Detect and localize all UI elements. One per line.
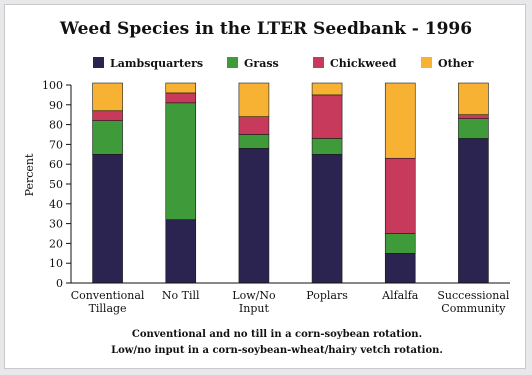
bar-segment-4-1 xyxy=(384,233,416,254)
y-tick-label: 50 xyxy=(49,178,63,191)
bars xyxy=(92,82,489,284)
bar-segment-4-3 xyxy=(384,82,416,159)
bar-segment-1-1 xyxy=(165,102,197,220)
bar-segment-2-0 xyxy=(238,148,270,284)
x-tick-label: Tillage xyxy=(89,302,127,315)
x-tick-label: Low/No xyxy=(232,289,276,302)
x-tick-label: Alfalfa xyxy=(381,289,419,302)
x-tick-label: Conventional xyxy=(71,289,145,302)
bar-segment-3-2 xyxy=(311,94,343,139)
chart-card: Weed Species in the LTER Seedbank - 1996… xyxy=(4,4,526,369)
bar-segment-0-1 xyxy=(92,120,123,155)
y-axis: 0 10 20 30 40 50 60 70 80 90 100 xyxy=(42,79,72,290)
bar-segment-4-0 xyxy=(384,253,416,284)
legend-label-0: Lambsquarters xyxy=(110,57,203,70)
bar-segment-0-0 xyxy=(92,154,123,284)
legend-label-1: Grass xyxy=(244,57,279,70)
x-tick-label: Input xyxy=(239,302,270,315)
bar-segment-5-2 xyxy=(458,114,489,119)
y-tick-label: 10 xyxy=(49,257,63,270)
legend: Lambsquarters Grass Chickweed Other xyxy=(93,57,474,70)
bar-segment-3-0 xyxy=(311,154,343,284)
bar-segment-2-1 xyxy=(238,134,270,149)
y-tick-label: 70 xyxy=(49,138,63,151)
legend-swatch-2 xyxy=(313,57,324,68)
bar-segment-1-0 xyxy=(165,219,197,284)
bar-segment-0-2 xyxy=(92,110,123,121)
y-tick-label: 100 xyxy=(42,79,63,92)
x-tick-label: Successional xyxy=(437,289,510,302)
bar-segment-0-3 xyxy=(92,82,123,112)
y-tick-label: 80 xyxy=(49,119,63,132)
bar-segment-4-2 xyxy=(384,157,416,234)
bar-segment-3-3 xyxy=(311,82,343,96)
bar-segment-2-2 xyxy=(238,116,270,135)
y-tick-label: 90 xyxy=(49,99,63,112)
y-tick-label: 30 xyxy=(49,218,63,231)
stacked-bar-chart: Weed Species in the LTER Seedbank - 1996… xyxy=(23,19,510,356)
y-tick-label: 20 xyxy=(49,237,63,250)
bar-segment-2-3 xyxy=(238,82,270,117)
bar-segment-1-2 xyxy=(165,92,197,104)
y-tick-label: 40 xyxy=(49,198,63,211)
legend-swatch-3 xyxy=(421,57,432,68)
legend-label-2: Chickweed xyxy=(330,57,397,70)
y-tick-label: 60 xyxy=(49,158,63,171)
x-tick-label: Poplars xyxy=(306,289,348,302)
bar-segment-5-3 xyxy=(458,82,489,115)
y-axis-label: Percent xyxy=(23,153,36,196)
bar-segment-5-1 xyxy=(458,118,489,139)
bar-segment-1-3 xyxy=(165,82,197,94)
legend-label-3: Other xyxy=(438,57,474,70)
x-tick-label: Community xyxy=(441,302,506,315)
legend-swatch-1 xyxy=(227,57,238,68)
chart-title: Weed Species in the LTER Seedbank - 1996 xyxy=(59,19,472,39)
bar-segment-5-0 xyxy=(458,138,489,284)
bar-segment-3-1 xyxy=(311,138,343,155)
caption-line-1: Conventional and no till in a corn-soybe… xyxy=(132,329,422,340)
x-tick-label: No Till xyxy=(162,289,200,302)
legend-swatch-0 xyxy=(93,57,104,68)
caption-line-2: Low/no input in a corn-soybean-wheat/hai… xyxy=(111,345,443,356)
y-tick-label: 0 xyxy=(56,277,63,290)
